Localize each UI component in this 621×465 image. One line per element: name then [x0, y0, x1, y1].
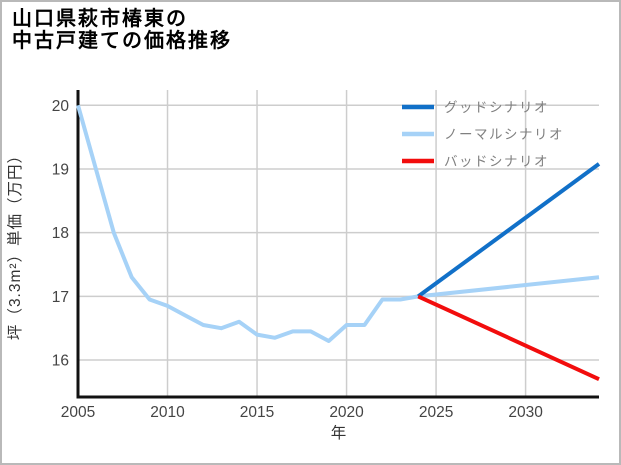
chart-title-line-1: 山口県萩市椿東の: [12, 8, 188, 30]
y-tick-label: 19: [52, 161, 69, 178]
series-line-normal-scenario: [76, 104, 600, 343]
x-tick-label: 2030: [508, 404, 543, 421]
y-tick-label: 20: [52, 98, 70, 115]
x-tick-label: 2005: [61, 404, 95, 421]
chart-title-line-2: 中古戸建ての価格推移: [12, 30, 232, 52]
y-axis-label: 坪（3.3m²）単価（万円）: [6, 147, 24, 340]
x-tick-label: 2025: [419, 404, 453, 421]
y-tick-label: 16: [52, 353, 69, 370]
series-line-good-scenario: [417, 162, 601, 299]
x-axis-label: 年: [331, 424, 347, 442]
legend-label: グッドシナリオ: [444, 100, 549, 115]
legend-label: バッドシナリオ: [444, 154, 549, 169]
chart-title: 山口県萩市椿東の 中古戸建ての価格推移: [12, 8, 232, 52]
x-tick-label: 2010: [150, 404, 185, 421]
series-line-bad-scenario: [417, 294, 600, 382]
legend-label: ノーマルシナリオ: [444, 127, 564, 142]
x-tick-label: 2015: [240, 404, 274, 421]
y-tick-label: 17: [52, 289, 69, 306]
y-tick-label: 18: [52, 225, 69, 242]
x-tick-label: 2020: [329, 404, 364, 421]
